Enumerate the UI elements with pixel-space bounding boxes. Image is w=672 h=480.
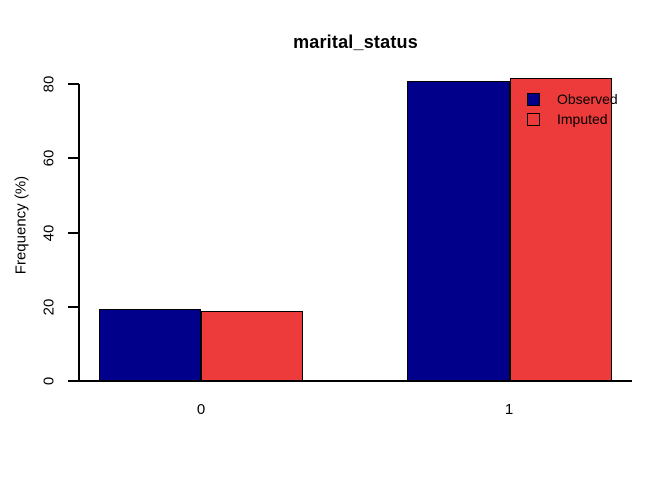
chart-legend: Observed Imputed	[527, 89, 618, 129]
y-axis-line	[78, 84, 80, 382]
y-axis-tick-label: 80	[40, 75, 58, 93]
y-axis-tick-label: 0	[40, 376, 58, 386]
chart-title: marital_status	[293, 32, 418, 52]
bar-imputed-category-1	[510, 78, 612, 381]
y-axis-tick-label: 60	[40, 149, 58, 167]
y-axis-tick	[68, 157, 79, 159]
y-axis-title: Frequency (%)	[12, 175, 30, 275]
legend-item-imputed: Imputed	[527, 109, 618, 129]
x-axis-category-label: 0	[196, 401, 206, 418]
legend-swatch-observed-icon	[527, 92, 540, 106]
y-axis-tick-label: 40	[40, 224, 58, 242]
bar-imputed-category-0	[201, 311, 303, 381]
x-axis-category-label: 1	[504, 401, 514, 418]
y-axis-tick	[68, 380, 79, 382]
legend-swatch-imputed-icon	[527, 112, 540, 126]
bar-observed-category-1	[407, 81, 510, 381]
legend-label-observed: Observed	[557, 91, 618, 107]
y-axis-tick	[68, 83, 79, 85]
y-axis-tick-label: 20	[40, 298, 58, 316]
legend-label-imputed: Imputed	[557, 111, 608, 127]
bar-observed-category-0	[99, 308, 201, 381]
y-axis-tick	[68, 306, 79, 308]
y-axis-tick	[68, 232, 79, 234]
legend-item-observed: Observed	[527, 89, 618, 109]
x-axis-baseline	[68, 380, 632, 382]
